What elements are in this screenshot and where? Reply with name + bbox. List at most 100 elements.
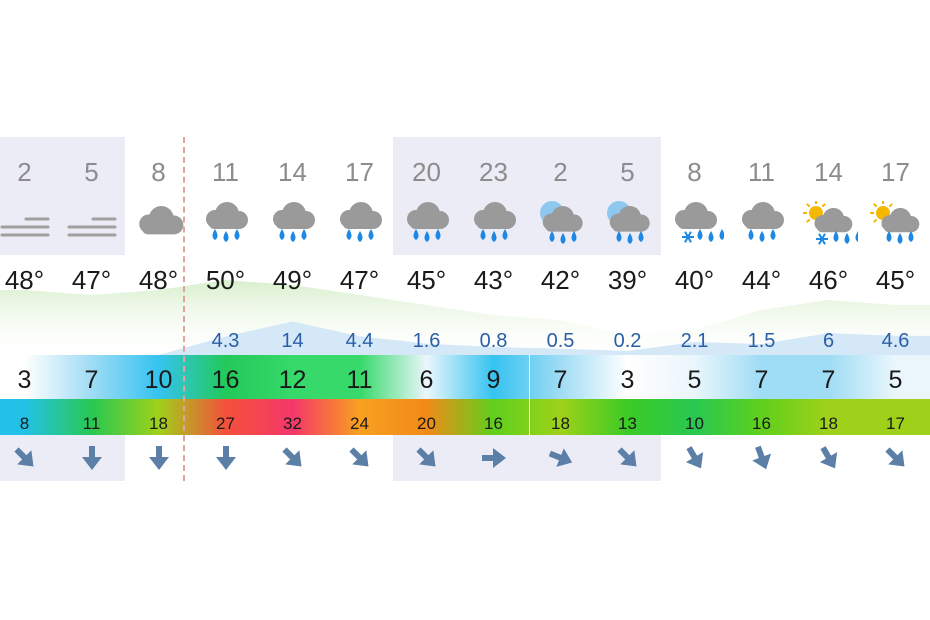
wind-speed-row [0,355,930,399]
wind-direction-arrow-icon [661,443,728,475]
hour-label: 23 [479,157,508,187]
precipitation-value: 6 [822,330,835,352]
hour-column: 11 50° 4.3 16 27 [192,137,259,481]
wind-speed-value: 12 [278,366,307,394]
hour-column: 11 44° 1.5 7 16 [728,137,795,481]
wind-gust-value: 27 [216,414,235,433]
wind-direction-arrow-icon [795,443,862,475]
wind-gust-value: 18 [551,414,570,433]
temperature-value: 40° [674,265,715,295]
wind-speed-value: 11 [346,366,373,394]
temperature-value: 45° [875,265,916,295]
wind-speed-value: 5 [888,366,903,394]
temperature-value: 49° [272,265,313,295]
hour-label: 5 [620,157,635,187]
rain-cloud-icon [192,201,259,251]
hour-label: 11 [212,157,239,187]
wind-direction-arrow-icon [728,443,795,475]
wind-speed-value: 3 [620,366,635,394]
hour-label: 8 [151,157,166,187]
fog-icon [0,201,58,251]
wind-speed-value: 10 [144,366,173,394]
wind-speed-value: 7 [84,366,99,394]
sun-rain-cloud-icon [862,201,929,251]
precipitation-area [0,321,930,355]
hour-column: 8 48° 10 18 [125,137,192,481]
wind-gust-value: 16 [484,414,503,433]
precipitation-value: 14 [281,330,304,352]
wind-direction-arrow-icon [594,443,661,475]
wind-direction-arrow-icon [393,443,460,475]
hour-column: 8 40° 2.1 5 10 [661,137,728,481]
hour-label: 17 [345,157,374,187]
wind-gust-value: 18 [819,414,838,433]
wind-gust-value: 17 [886,414,905,433]
hour-column: 17 45° 4.6 5 17 [862,137,929,481]
sun-snow-rain-icon [795,201,862,251]
wind-direction-arrow-icon [259,443,326,475]
temperature-value: 50° [205,265,246,295]
wind-speed-value: 9 [486,366,501,394]
precipitation-value: 4.3 [211,330,240,352]
hour-label: 2 [17,157,32,187]
wind-direction-arrow-icon [192,443,259,475]
wind-direction-arrow-icon [862,443,929,475]
temperature-value: 43° [473,265,514,295]
wind-direction-arrow-icon [326,443,393,475]
wind-speed-value: 7 [754,366,769,394]
wind-gust-value: 18 [149,414,168,433]
precipitation-value: 4.4 [345,330,374,352]
hour-column: 14 46° 6 7 18 [795,137,862,481]
hour-label: 14 [814,157,843,187]
hour-label: 2 [553,157,568,187]
wind-direction-arrow-icon [0,443,58,475]
wind-gust-value: 8 [19,414,30,433]
temperature-value: 39° [607,265,648,295]
rain-cloud-icon [460,201,527,251]
cloud-icon [125,201,192,251]
wind-gust-value: 16 [752,414,771,433]
hour-label: 8 [687,157,702,187]
moon-rain-icon [594,201,661,251]
wind-speed-value: 6 [419,366,434,394]
rain-cloud-icon [728,201,795,251]
temperature-value: 47° [71,265,112,295]
wind-speed-value: 7 [553,366,568,394]
temperature-value: 48° [4,265,45,295]
precipitation-value: 0.5 [546,330,575,352]
hour-label: 14 [278,157,307,187]
precipitation-value: 2.1 [680,330,709,352]
precipitation-value: 1.5 [747,330,776,352]
wind-gust-value: 20 [417,414,436,433]
hourly-forecast-strip: 2 48° 3 8 5 47° 7 11 8 48° 10 18 11 50° 4.3 16 27 14 4… [0,137,930,481]
temperature-value: 42° [540,265,581,295]
precipitation-value: 1.6 [412,330,441,352]
wind-speed-value: 16 [211,366,240,394]
temperature-value: 44° [741,265,782,295]
rain-cloud-icon [259,201,326,251]
rain-cloud-icon [326,201,393,251]
temperature-precip-curves [0,280,930,355]
moon-rain-icon [527,201,594,251]
hour-label: 11 [748,157,775,187]
hour-label: 20 [412,157,441,187]
temperature-value: 47° [339,265,380,295]
hour-column: 20 45° 1.6 6 20 [393,137,460,481]
temperature-value: 45° [406,265,447,295]
fog-icon [58,201,125,251]
hour-column: 2 42° 0.5 7 18 [527,137,594,481]
hour-column: 14 49° 14 12 32 [259,137,326,481]
day-separator [529,355,530,435]
wind-speed-value: 5 [687,366,702,394]
wind-direction-arrow-icon [527,443,594,475]
precipitation-value: 4.6 [881,330,910,352]
wind-gust-value: 32 [283,414,302,433]
wind-direction-arrow-icon [58,443,125,475]
current-time-marker [183,137,185,481]
wind-gust-value: 10 [685,414,704,433]
precipitation-value: 0.2 [613,330,642,352]
wind-gust-value: 11 [82,414,101,433]
hour-label: 17 [881,157,910,187]
hour-label: 5 [84,157,99,187]
snow-rain-cloud-icon [661,201,728,251]
